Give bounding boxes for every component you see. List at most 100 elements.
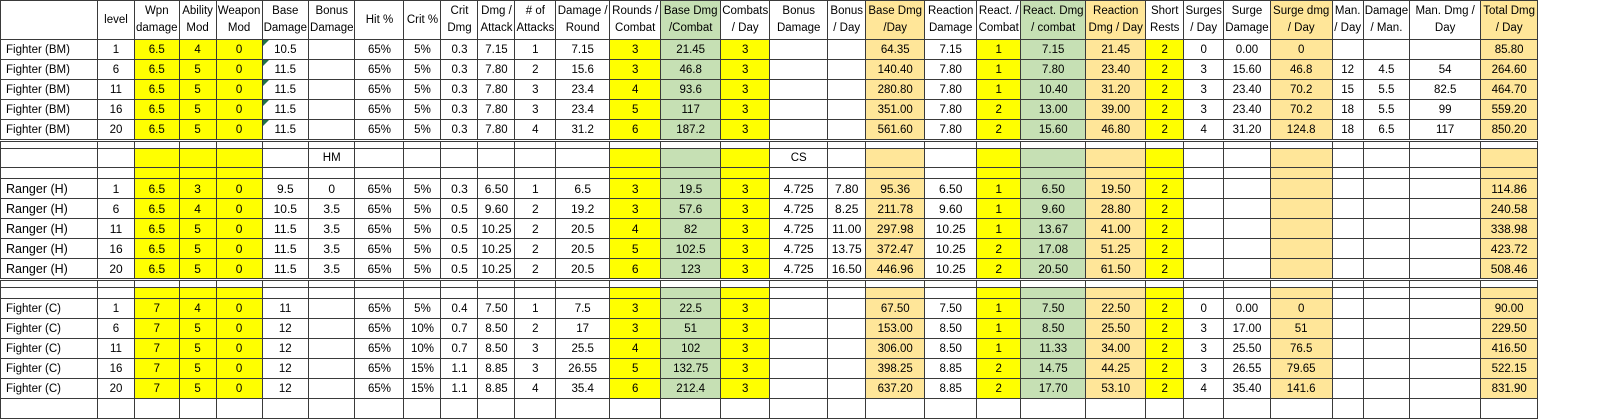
cell-dmg-per-attack[interactable]: 7.15 <box>477 39 516 60</box>
cell-base-dmg-per-day[interactable]: 637.20 <box>865 378 926 399</box>
cell-combats-per-day[interactable]: 3 <box>720 178 771 199</box>
header-crit-pct[interactable]: Crit % <box>403 0 442 40</box>
cell-blank[interactable] <box>827 167 867 179</box>
cell-bonus-damage[interactable] <box>308 358 356 379</box>
cell-reaction-damage[interactable]: 10.25 <box>924 238 978 259</box>
cell-reaction-damage[interactable]: 7.15 <box>924 39 978 60</box>
cell-total-dmg-per-day[interactable]: 831.90 <box>1480 378 1539 399</box>
cell-blank[interactable] <box>514 278 557 288</box>
cell-hit-pct[interactable]: 65% <box>354 218 405 239</box>
cell-hit-pct[interactable]: 65% <box>354 39 405 60</box>
cell-total-dmg-per-day[interactable]: 264.60 <box>1480 59 1539 80</box>
cell-crit-dmg[interactable]: 0.3 <box>440 178 479 199</box>
cell-dmg-per-attack[interactable]: 9.60 <box>477 198 516 219</box>
cell-combats-per-day[interactable]: 3 <box>720 218 771 239</box>
cell-blank[interactable] <box>555 139 611 149</box>
cell-react-per-combat[interactable]: 1 <box>976 178 1022 199</box>
cell-blank[interactable] <box>514 287 557 299</box>
cell-blank[interactable] <box>1362 278 1411 288</box>
header-base-dmg-per-combat[interactable]: Base Dmg /Combat <box>660 0 722 40</box>
cell-man-dmg-per-day[interactable] <box>1409 378 1482 399</box>
cell-total-dmg-per-day[interactable]: 464.70 <box>1480 79 1539 100</box>
cell-base-damage[interactable]: 11.5 <box>261 238 310 259</box>
cell-blank[interactable] <box>555 278 611 288</box>
cell-level[interactable]: 11 <box>97 79 135 100</box>
cell-damage-per-man[interactable] <box>1362 39 1411 60</box>
cell-surge-damage[interactable]: 17.00 <box>1223 318 1271 339</box>
cell-crit-pct[interactable]: 5% <box>403 218 442 239</box>
cell-surge-dmg-per-day[interactable]: 0 <box>1269 298 1333 319</box>
cell-blank[interactable] <box>1145 287 1185 299</box>
cell-blank[interactable] <box>1409 167 1482 179</box>
cell-name[interactable]: Fighter (BM) <box>0 99 98 120</box>
cell-ability-mod[interactable]: 5 <box>178 338 217 359</box>
cell-blank[interactable] <box>720 139 771 149</box>
cell-base-damage[interactable]: 11.5 <box>261 59 310 80</box>
cell-react-per-combat[interactable]: 1 <box>976 338 1022 359</box>
cell-surge-damage[interactable]: 0.00 <box>1223 298 1271 319</box>
cell-blank[interactable] <box>97 167 135 179</box>
cell-base-damage[interactable]: 10.5 <box>261 39 310 60</box>
cell-level[interactable]: 6 <box>97 59 135 80</box>
cell-react-per-combat[interactable]: 1 <box>976 298 1022 319</box>
cell-short-rests[interactable]: 2 <box>1145 238 1185 259</box>
cell-name[interactable]: Ranger (H) <box>0 258 98 280</box>
cell-damage-per-round[interactable]: 23.4 <box>555 79 611 100</box>
cell-surge-damage[interactable]: 15.60 <box>1223 59 1271 80</box>
cell-surge-dmg-per-day[interactable]: 141.6 <box>1269 378 1333 399</box>
cell-surge-dmg-per-day[interactable]: 79.65 <box>1269 358 1333 379</box>
cell-crit-dmg[interactable]: 0.3 <box>440 79 479 100</box>
cell-blank[interactable] <box>261 139 310 149</box>
cell-blank[interactable] <box>1331 287 1364 299</box>
cell-base-dmg-per-combat[interactable]: 22.5 <box>660 298 722 319</box>
cell-base-dmg-per-day[interactable]: 153.00 <box>865 318 926 339</box>
cell-ability-mod[interactable]: 5 <box>178 59 217 80</box>
cell-man-dmg-per-day[interactable] <box>1409 218 1482 239</box>
cell-blank[interactable] <box>403 287 442 299</box>
cell-surges-per-day[interactable] <box>1183 258 1225 280</box>
cell-reaction-dmg-per-day[interactable]: 41.00 <box>1085 218 1147 239</box>
header-react-per-combat[interactable]: React. / Combat <box>976 0 1022 40</box>
cell-blank[interactable] <box>769 139 829 149</box>
cell-crit-pct[interactable]: 5% <box>403 298 442 319</box>
cell-reaction-dmg-per-day[interactable]: 44.25 <box>1085 358 1147 379</box>
cell-react-dmg-per-combat[interactable]: 11.33 <box>1020 338 1087 359</box>
cell-level[interactable]: 16 <box>97 358 135 379</box>
cell-short-rests[interactable]: 2 <box>1145 39 1185 60</box>
cell-weapon-mod[interactable]: 0 <box>215 378 263 399</box>
cell-blank[interactable] <box>660 139 722 149</box>
cell-crit-pct[interactable]: 5% <box>403 39 442 60</box>
cell-reaction-damage[interactable]: 7.80 <box>924 119 978 141</box>
cell-damage-per-round[interactable]: 26.55 <box>555 358 611 379</box>
header-bonus-per-day[interactable]: Bonus / Day <box>827 0 867 40</box>
cell-blank[interactable] <box>1183 148 1225 168</box>
cell-total-dmg-per-day[interactable]: 416.50 <box>1480 338 1539 359</box>
cell-rounds-per-combat[interactable]: 4 <box>609 79 662 100</box>
cell-base-dmg-per-day[interactable]: 67.50 <box>865 298 926 319</box>
cell-blank[interactable] <box>1145 148 1185 168</box>
cell-blank[interactable] <box>1480 278 1539 288</box>
cell-surge-damage[interactable] <box>1223 178 1271 199</box>
cell-weapon-mod[interactable]: 0 <box>215 338 263 359</box>
cell-reaction-dmg-per-day[interactable]: 25.50 <box>1085 318 1147 339</box>
cell-ability-mod[interactable]: 5 <box>178 258 217 280</box>
cell-bonus-per-day[interactable] <box>827 358 867 379</box>
cell-base-dmg-per-day[interactable]: 446.96 <box>865 258 926 280</box>
cell-short-rests[interactable]: 2 <box>1145 258 1185 280</box>
cell-wpn-damage[interactable]: 6.5 <box>134 39 180 60</box>
cell-level[interactable]: 16 <box>97 99 135 120</box>
cell-hit-pct[interactable]: 65% <box>354 198 405 219</box>
cell-wpn-damage[interactable]: 6.5 <box>134 198 180 219</box>
cell-weapon-mod[interactable]: 0 <box>215 298 263 319</box>
cell-blank[interactable] <box>827 278 867 288</box>
cell-blank[interactable] <box>403 278 442 288</box>
cell-surges-per-day[interactable]: 3 <box>1183 358 1225 379</box>
cell-short-rests[interactable]: 2 <box>1145 378 1185 399</box>
cell-crit-pct[interactable]: 10% <box>403 318 442 339</box>
cell-surge-dmg-per-day[interactable] <box>1269 238 1333 259</box>
cell-blank[interactable] <box>0 148 98 168</box>
cell-surges-per-day[interactable] <box>1183 238 1225 259</box>
cell-wpn-damage[interactable]: 7 <box>134 378 180 399</box>
cell-total-dmg-per-day[interactable]: 850.20 <box>1480 119 1539 141</box>
cell-blank[interactable] <box>261 148 310 168</box>
